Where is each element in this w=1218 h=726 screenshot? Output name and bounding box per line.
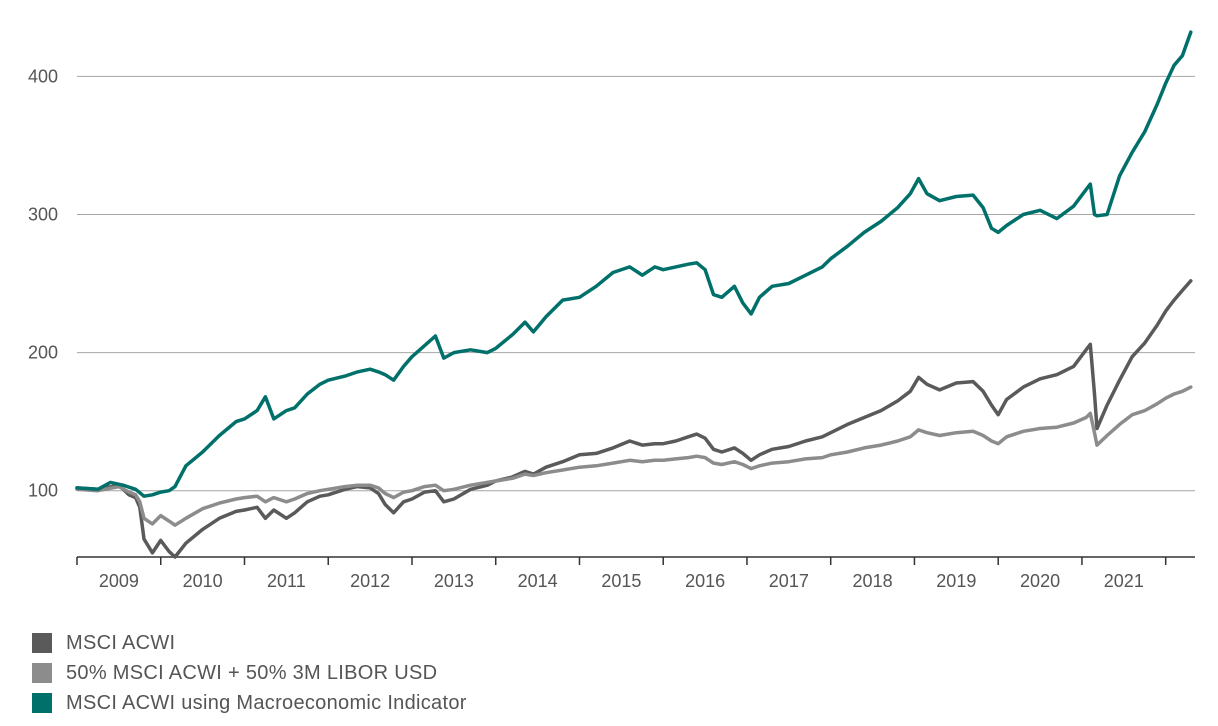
y-tick-label: 400 <box>28 66 58 86</box>
series-lines <box>75 30 1193 559</box>
legend-item-blended: 50% MSCI ACWI + 50% 3M LIBOR USD <box>32 658 467 688</box>
series-line-1 <box>75 385 1193 527</box>
x-tick-label: 2018 <box>853 571 893 591</box>
x-tick-label: 2019 <box>936 571 976 591</box>
x-tick-label: 2009 <box>99 571 139 591</box>
legend-item-msci-acwi: MSCI ACWI <box>32 628 467 658</box>
x-tick-label: 2015 <box>601 571 641 591</box>
legend-item-macro-indicator: MSCI ACWI using Macroeconomic Indicator <box>32 688 467 718</box>
legend: MSCI ACWI 50% MSCI ACWI + 50% 3M LIBOR U… <box>32 628 467 718</box>
x-tick-label: 2010 <box>183 571 223 591</box>
legend-label: MSCI ACWI <box>66 631 176 654</box>
y-tick-label: 200 <box>28 343 58 363</box>
x-tick-label: 2011 <box>267 571 306 591</box>
x-tick-label: 2014 <box>518 571 558 591</box>
x-tick-label: 2020 <box>1020 571 1060 591</box>
series-line-0 <box>75 279 1193 559</box>
gridlines <box>77 75 1195 492</box>
y-tick-label: 100 <box>28 481 58 501</box>
x-tick-label: 2013 <box>434 571 474 591</box>
series-line-2 <box>75 30 1193 498</box>
x-axis: 2009 2010 2011 2012 2013 2014 2015 2016 2017 2018… <box>76 556 1195 591</box>
x-tick-label: 2012 <box>350 571 390 591</box>
legend-swatch-msci-acwi <box>32 633 52 653</box>
line-chart: 100 200 300 400 2009 2010 2011 2012 2013 2014 201… <box>28 30 1195 591</box>
x-tick-label: 2021 <box>1104 571 1144 591</box>
legend-label: 50% MSCI ACWI + 50% 3M LIBOR USD <box>66 661 438 684</box>
legend-swatch-macro-indicator <box>32 693 52 713</box>
y-axis-tick-labels: 100 200 300 400 <box>28 66 58 500</box>
legend-label: MSCI ACWI using Macroeconomic Indicator <box>66 691 467 714</box>
y-tick-label: 300 <box>28 204 58 224</box>
legend-swatch-blended <box>32 663 52 683</box>
x-tick-label: 2017 <box>769 571 809 591</box>
x-tick-label: 2016 <box>685 571 725 591</box>
